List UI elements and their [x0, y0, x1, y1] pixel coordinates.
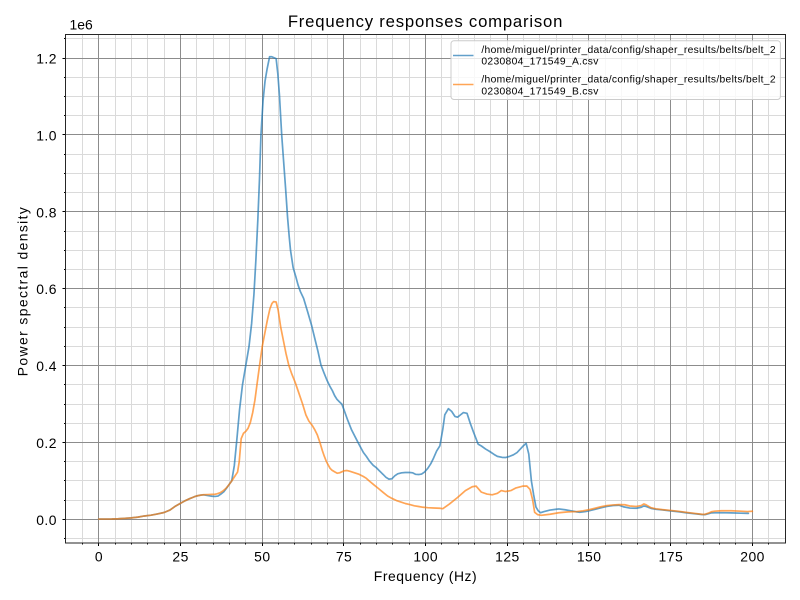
svg-text:1.2: 1.2: [36, 50, 57, 66]
svg-text:0.6: 0.6: [36, 281, 57, 297]
svg-text:0230804_171549_B.csv: 0230804_171549_B.csv: [481, 86, 599, 97]
svg-text:25: 25: [172, 548, 188, 564]
svg-text:0.4: 0.4: [36, 358, 57, 374]
svg-text:Power spectral density: Power spectral density: [15, 206, 31, 377]
svg-text:1e6: 1e6: [70, 17, 93, 33]
svg-text:/home/miguel/printer_data/conf: /home/miguel/printer_data/config/shaper_…: [481, 45, 776, 56]
svg-text:/home/miguel/printer_data/conf: /home/miguel/printer_data/config/shaper_…: [481, 75, 776, 86]
svg-text:100: 100: [413, 548, 438, 564]
svg-text:0.8: 0.8: [36, 204, 57, 220]
svg-text:0: 0: [95, 548, 103, 564]
svg-text:0.0: 0.0: [36, 512, 57, 528]
svg-text:50: 50: [254, 548, 270, 564]
svg-text:Frequency (Hz): Frequency (Hz): [374, 568, 477, 584]
svg-text:Frequency responses comparison: Frequency responses comparison: [288, 12, 563, 31]
svg-text:150: 150: [577, 548, 602, 564]
svg-text:125: 125: [495, 548, 520, 564]
svg-text:1.0: 1.0: [36, 127, 57, 143]
svg-text:175: 175: [659, 548, 684, 564]
svg-text:0230804_171549_A.csv: 0230804_171549_A.csv: [481, 57, 599, 68]
svg-text:200: 200: [740, 548, 765, 564]
svg-text:0.2: 0.2: [36, 435, 57, 451]
svg-text:75: 75: [336, 548, 352, 564]
